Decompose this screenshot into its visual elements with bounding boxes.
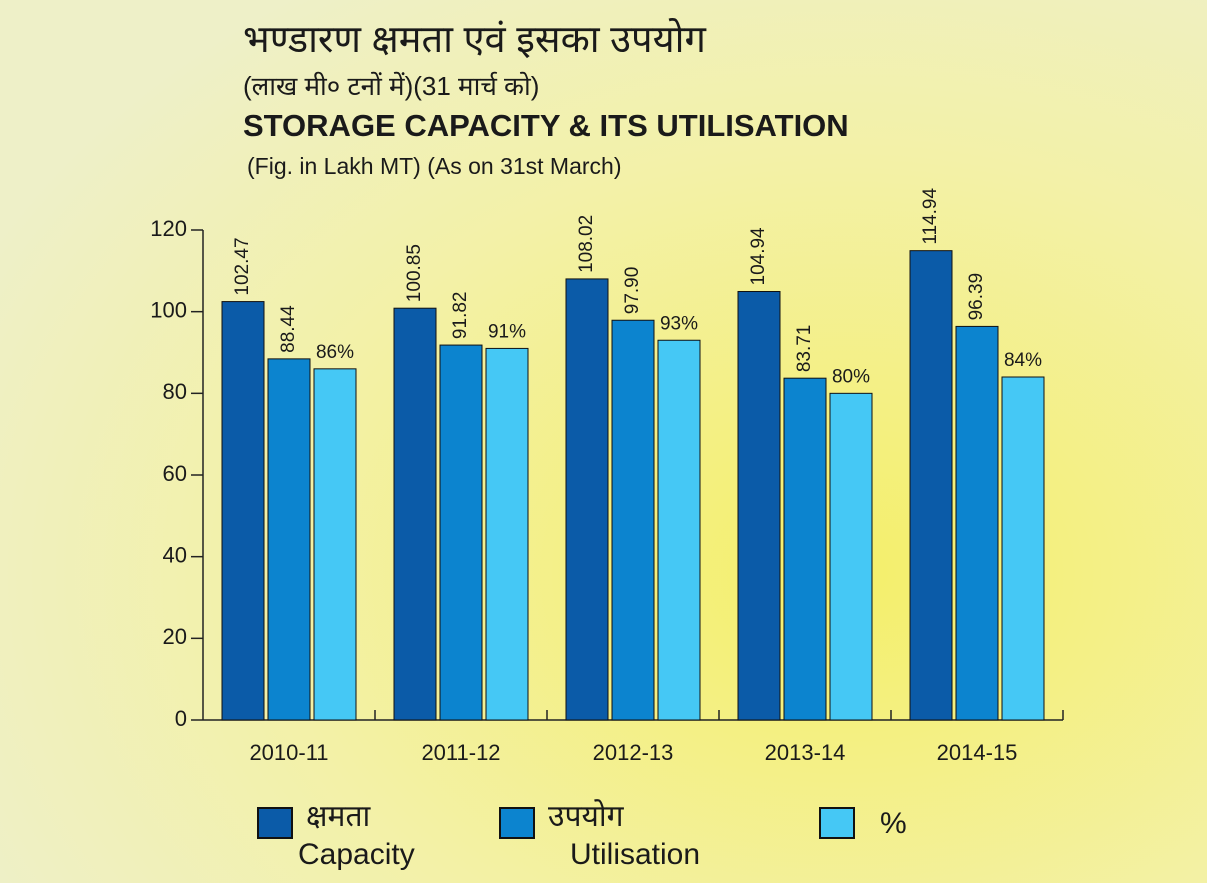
legend-swatch <box>819 807 855 839</box>
y-tick-label: 20 <box>163 624 187 649</box>
legend-label-hindi: उपयोग <box>548 799 625 833</box>
value-label: 86% <box>316 342 354 363</box>
y-tick-label: 60 <box>163 461 187 486</box>
value-label: 83.71 <box>794 325 815 373</box>
y-tick-label: 0 <box>175 706 187 731</box>
bar <box>565 278 609 721</box>
value-label: 93% <box>660 313 698 334</box>
x-tick-label: 2010-11 <box>249 740 328 765</box>
value-label: 104.94 <box>748 227 769 286</box>
legend-label: Utilisation <box>570 838 700 871</box>
value-label: 84% <box>1004 350 1042 371</box>
bar <box>909 250 953 721</box>
chart-title: STORAGE CAPACITY & ITS UTILISATION <box>243 108 849 143</box>
value-label: 100.85 <box>404 244 425 302</box>
subtitle-hindi: (लाख मी० टनों में)(31 मार्च को) <box>243 71 539 101</box>
y-tick-label: 40 <box>163 542 187 567</box>
value-label: 91% <box>488 321 526 342</box>
legend-label: Capacity <box>298 838 415 871</box>
title-hindi: भण्डारण क्षमता एवं इसका उपयोग <box>243 17 706 61</box>
x-tick-label: 2012-13 <box>593 740 674 765</box>
bar <box>439 344 483 721</box>
bar <box>657 339 701 721</box>
bar <box>1001 376 1045 721</box>
y-tick-label: 100 <box>150 297 187 322</box>
y-tick-label: 80 <box>163 379 187 404</box>
chart-subtitle: (Fig. in Lakh MT) (As on 31st March) <box>247 153 622 179</box>
bar <box>313 368 357 721</box>
value-label: 97.90 <box>622 267 643 315</box>
legend-swatch <box>257 807 293 839</box>
value-label: 114.94 <box>920 188 941 245</box>
bar <box>737 290 781 721</box>
x-tick-label: 2014-15 <box>937 740 1018 765</box>
y-tick-label: 120 <box>150 216 187 241</box>
x-tick-label: 2013-14 <box>765 740 846 765</box>
bar <box>611 319 655 721</box>
value-label: 80% <box>832 366 870 387</box>
legend-label: % <box>880 807 907 840</box>
x-tick-label: 2011-12 <box>421 740 500 765</box>
bar <box>393 307 437 721</box>
value-label: 88.44 <box>278 305 299 353</box>
bar <box>267 358 311 721</box>
legend-swatch <box>499 807 535 839</box>
legend-label-hindi: क्षमता <box>306 800 372 833</box>
bar <box>829 392 873 721</box>
bar <box>221 301 265 721</box>
value-label: 108.02 <box>576 215 597 273</box>
bar <box>783 377 827 721</box>
value-label: 91.82 <box>450 292 471 340</box>
bar <box>485 347 529 721</box>
value-label: 96.39 <box>966 273 987 321</box>
bar <box>955 325 999 721</box>
value-label: 102.47 <box>232 237 253 295</box>
